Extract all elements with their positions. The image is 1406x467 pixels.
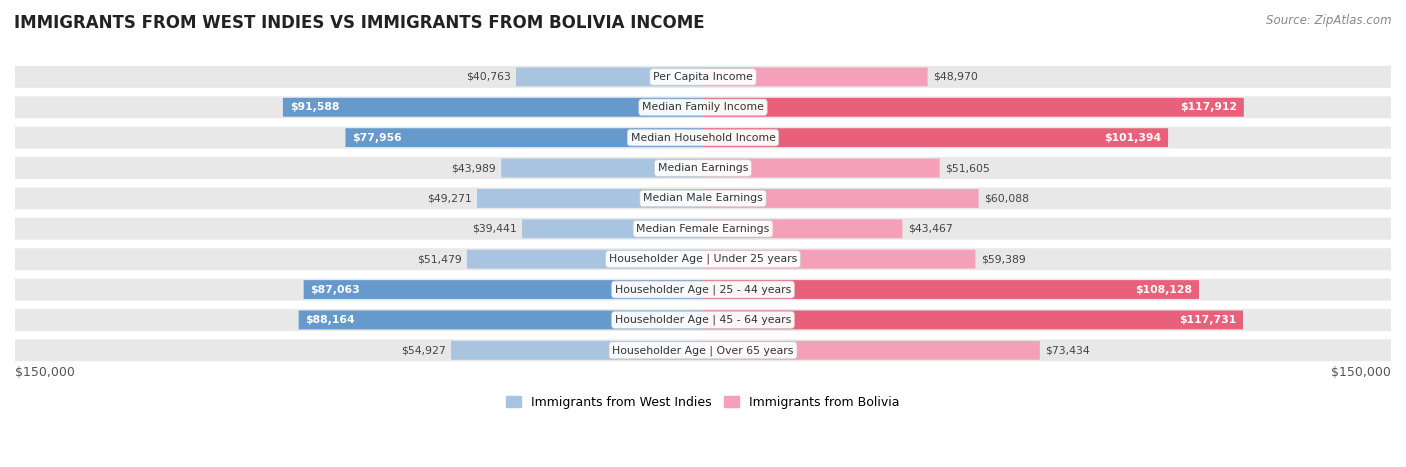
FancyBboxPatch shape <box>703 98 1244 117</box>
Text: $40,763: $40,763 <box>465 72 510 82</box>
Text: $117,912: $117,912 <box>1180 102 1237 112</box>
Legend: Immigrants from West Indies, Immigrants from Bolivia: Immigrants from West Indies, Immigrants … <box>501 391 905 414</box>
Text: IMMIGRANTS FROM WEST INDIES VS IMMIGRANTS FROM BOLIVIA INCOME: IMMIGRANTS FROM WEST INDIES VS IMMIGRANT… <box>14 14 704 32</box>
FancyBboxPatch shape <box>703 67 928 86</box>
Text: $39,441: $39,441 <box>472 224 516 234</box>
Text: Median Earnings: Median Earnings <box>658 163 748 173</box>
FancyBboxPatch shape <box>15 309 1391 331</box>
Text: Per Capita Income: Per Capita Income <box>652 72 754 82</box>
Text: $51,605: $51,605 <box>945 163 990 173</box>
FancyBboxPatch shape <box>703 341 1040 360</box>
Text: Median Male Earnings: Median Male Earnings <box>643 193 763 204</box>
FancyBboxPatch shape <box>477 189 703 208</box>
Text: $150,000: $150,000 <box>15 366 75 379</box>
FancyBboxPatch shape <box>703 128 1168 147</box>
Text: $77,956: $77,956 <box>353 133 402 142</box>
FancyBboxPatch shape <box>15 340 1391 361</box>
Text: $59,389: $59,389 <box>981 254 1025 264</box>
FancyBboxPatch shape <box>501 159 703 177</box>
Text: $73,434: $73,434 <box>1045 345 1090 355</box>
FancyBboxPatch shape <box>15 66 1391 88</box>
FancyBboxPatch shape <box>703 189 979 208</box>
FancyBboxPatch shape <box>522 219 703 238</box>
FancyBboxPatch shape <box>703 159 939 177</box>
Text: $117,731: $117,731 <box>1178 315 1236 325</box>
FancyBboxPatch shape <box>346 128 703 147</box>
Text: $49,271: $49,271 <box>427 193 471 204</box>
Text: $43,467: $43,467 <box>908 224 953 234</box>
FancyBboxPatch shape <box>516 67 703 86</box>
FancyBboxPatch shape <box>298 311 703 329</box>
Text: Median Female Earnings: Median Female Earnings <box>637 224 769 234</box>
Text: $43,989: $43,989 <box>451 163 496 173</box>
Text: $108,128: $108,128 <box>1135 284 1192 295</box>
FancyBboxPatch shape <box>703 250 976 269</box>
FancyBboxPatch shape <box>451 341 703 360</box>
Text: Householder Age | 45 - 64 years: Householder Age | 45 - 64 years <box>614 315 792 325</box>
FancyBboxPatch shape <box>304 280 703 299</box>
Text: $101,394: $101,394 <box>1104 133 1161 142</box>
Text: Median Family Income: Median Family Income <box>643 102 763 112</box>
FancyBboxPatch shape <box>703 311 1243 329</box>
FancyBboxPatch shape <box>15 157 1391 179</box>
FancyBboxPatch shape <box>15 96 1391 118</box>
Text: $51,479: $51,479 <box>416 254 461 264</box>
Text: Source: ZipAtlas.com: Source: ZipAtlas.com <box>1267 14 1392 27</box>
FancyBboxPatch shape <box>283 98 703 117</box>
FancyBboxPatch shape <box>15 127 1391 149</box>
Text: $54,927: $54,927 <box>401 345 446 355</box>
FancyBboxPatch shape <box>15 279 1391 300</box>
Text: Householder Age | 25 - 44 years: Householder Age | 25 - 44 years <box>614 284 792 295</box>
FancyBboxPatch shape <box>15 248 1391 270</box>
Text: Householder Age | Under 25 years: Householder Age | Under 25 years <box>609 254 797 264</box>
FancyBboxPatch shape <box>703 280 1199 299</box>
Text: $48,970: $48,970 <box>934 72 979 82</box>
FancyBboxPatch shape <box>15 218 1391 240</box>
Text: Householder Age | Over 65 years: Householder Age | Over 65 years <box>612 345 794 355</box>
FancyBboxPatch shape <box>703 219 903 238</box>
Text: Median Household Income: Median Household Income <box>630 133 776 142</box>
Text: $91,588: $91,588 <box>290 102 339 112</box>
Text: $87,063: $87,063 <box>311 284 360 295</box>
Text: $88,164: $88,164 <box>305 315 356 325</box>
Text: $150,000: $150,000 <box>1331 366 1391 379</box>
FancyBboxPatch shape <box>467 250 703 269</box>
Text: $60,088: $60,088 <box>984 193 1029 204</box>
FancyBboxPatch shape <box>15 187 1391 209</box>
